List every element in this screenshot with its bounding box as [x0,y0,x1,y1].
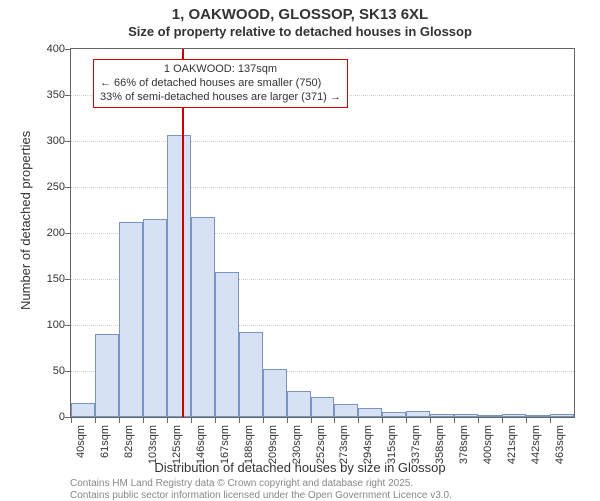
x-tick-mark [502,418,503,423]
x-tick-mark [478,418,479,423]
x-tick-mark [215,418,216,423]
histogram-bar [406,411,430,417]
x-tick-label: 421sqm [506,425,518,464]
x-tick-label: 61sqm [99,425,111,458]
y-tick-mark [65,95,70,96]
x-tick-label: 209sqm [267,425,279,464]
x-tick-label: 315sqm [386,425,398,464]
histogram-bar [311,397,335,417]
y-tick-label: 400 [15,43,65,55]
x-tick-label: 188sqm [243,425,255,464]
x-tick-mark [191,418,192,423]
histogram-bar [119,222,143,417]
y-tick-mark [65,417,70,418]
x-tick-label: 463sqm [554,425,566,464]
y-tick-label: 250 [15,181,65,193]
histogram-bar [71,403,95,417]
histogram-bar [191,217,215,417]
x-tick-label: 125sqm [171,425,183,464]
x-tick-label: 252sqm [315,425,327,464]
annotation-line: ← 66% of detached houses are smaller (75… [100,77,341,91]
y-tick-mark [65,49,70,50]
histogram-bar [287,391,311,417]
histogram-bar [478,415,502,417]
footer-line-1: Contains HM Land Registry data © Crown c… [70,478,413,489]
grid-line [71,187,574,188]
x-tick-label: 294sqm [362,425,374,464]
x-tick-label: 82sqm [123,425,135,458]
y-tick-label: 200 [15,227,65,239]
histogram-bar [334,404,358,417]
y-tick-mark [65,325,70,326]
y-tick-label: 350 [15,89,65,101]
x-tick-mark [71,418,72,423]
histogram-bar [143,219,167,417]
x-tick-label: 103sqm [147,425,159,464]
histogram-bar [502,414,526,417]
x-tick-label: 273sqm [338,425,350,464]
histogram-bar [358,408,382,417]
y-tick-mark [65,279,70,280]
x-tick-mark [143,418,144,423]
x-tick-mark [358,418,359,423]
y-tick-label: 0 [15,411,65,423]
x-tick-label: 230sqm [291,425,303,464]
histogram-bar [215,272,239,417]
x-tick-mark [119,418,120,423]
x-tick-mark [550,418,551,423]
plot-area: 1 OAKWOOD: 137sqm← 66% of detached house… [70,48,575,418]
y-tick-label: 150 [15,273,65,285]
y-tick-mark [65,233,70,234]
x-tick-label: 167sqm [219,425,231,464]
y-tick-mark [65,371,70,372]
x-tick-label: 146sqm [195,425,207,464]
grid-line [71,141,574,142]
y-tick-label: 50 [15,365,65,377]
x-tick-mark [263,418,264,423]
histogram-bar [430,414,454,417]
x-tick-label: 40sqm [75,425,87,458]
x-tick-mark [287,418,288,423]
histogram-bar [454,414,478,417]
x-tick-mark [430,418,431,423]
x-tick-mark [454,418,455,423]
x-tick-mark [382,418,383,423]
x-tick-mark [167,418,168,423]
y-tick-label: 300 [15,135,65,147]
histogram-bar [95,334,119,417]
annotation-line: 33% of semi-detached houses are larger (… [100,91,341,105]
annotation-line: 1 OAKWOOD: 137sqm [100,63,341,77]
x-tick-label: 358sqm [434,425,446,464]
annotation-box: 1 OAKWOOD: 137sqm← 66% of detached house… [93,59,348,108]
figure: 1, OAKWOOD, GLOSSOP, SK13 6XL Size of pr… [0,0,600,500]
histogram-bar [382,412,406,417]
x-tick-label: 442sqm [530,425,542,464]
histogram-bar [550,414,574,417]
x-tick-label: 378sqm [458,425,470,464]
y-tick-mark [65,187,70,188]
footer-line-2: Contains public sector information licen… [70,490,452,501]
histogram-bar [526,415,550,417]
histogram-bar [167,135,191,417]
x-tick-mark [95,418,96,423]
x-tick-mark [311,418,312,423]
x-tick-mark [526,418,527,423]
y-tick-mark [65,141,70,142]
x-tick-mark [334,418,335,423]
y-tick-label: 100 [15,319,65,331]
histogram-bar [263,369,287,417]
x-tick-label: 337sqm [410,425,422,464]
title-line-2: Size of property relative to detached ho… [0,24,600,39]
histogram-bar [239,332,263,417]
x-tick-mark [406,418,407,423]
x-tick-label: 400sqm [482,425,494,464]
x-tick-mark [239,418,240,423]
title-line-1: 1, OAKWOOD, GLOSSOP, SK13 6XL [0,6,600,23]
